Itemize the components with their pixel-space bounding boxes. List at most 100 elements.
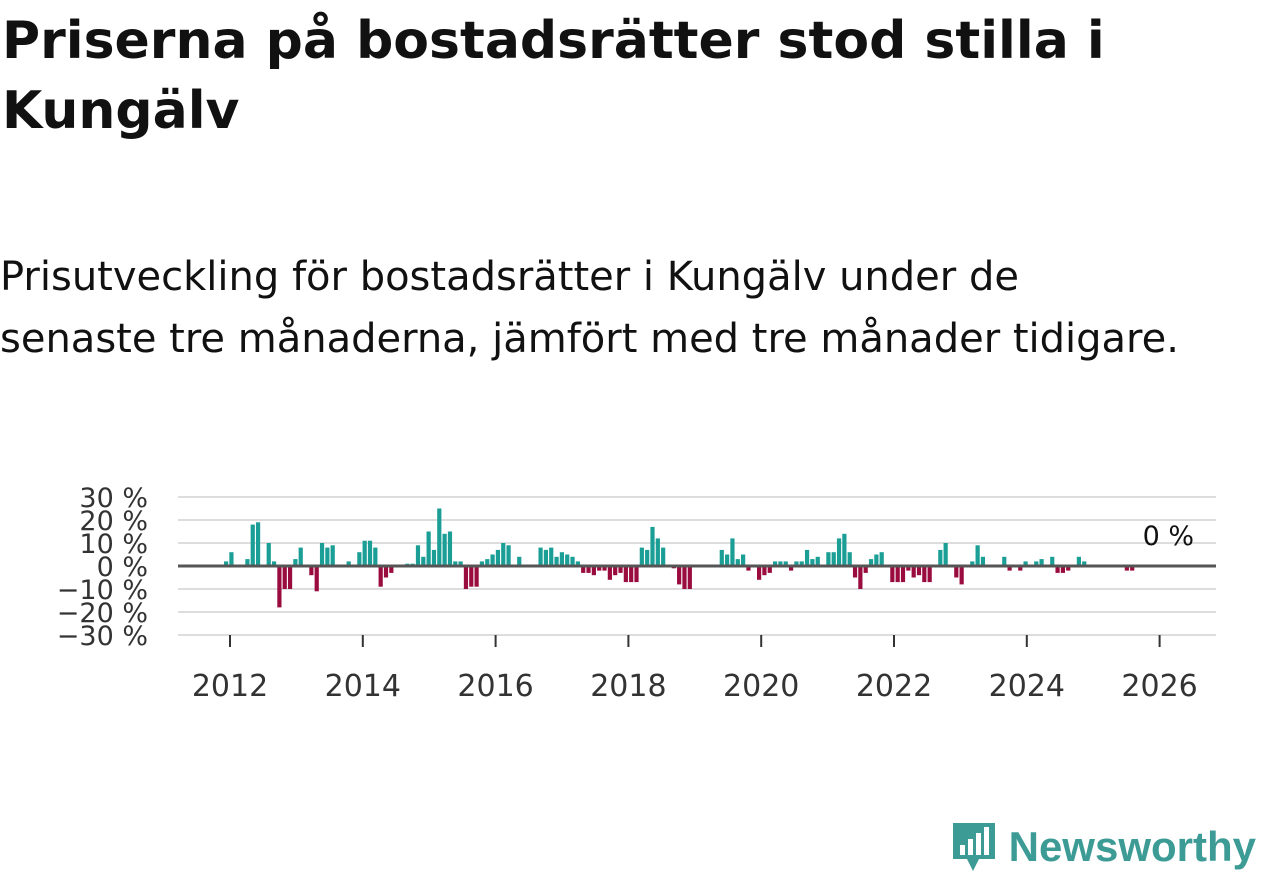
bar xyxy=(474,566,479,587)
bar xyxy=(554,556,559,566)
bar xyxy=(954,566,959,578)
bar xyxy=(469,566,474,587)
last-value-label: 0 % xyxy=(1143,521,1194,552)
bar xyxy=(479,561,485,566)
bar xyxy=(868,559,874,566)
bar xyxy=(602,566,607,571)
bar xyxy=(485,559,490,566)
bar xyxy=(447,531,453,566)
bar xyxy=(266,543,271,566)
x-tick-label: 2018 xyxy=(590,669,666,704)
bar xyxy=(597,566,602,571)
bar xyxy=(517,556,522,566)
bar xyxy=(245,559,250,566)
bar xyxy=(741,554,746,566)
bar xyxy=(298,547,303,566)
bar xyxy=(858,566,863,589)
bar xyxy=(810,559,815,566)
bar xyxy=(1076,556,1081,566)
bar xyxy=(431,549,437,566)
chart-title: Priserna på bostadsrätter stod stilla i … xyxy=(2,11,1105,141)
x-tick-label: 2026 xyxy=(1121,669,1197,704)
bar xyxy=(634,566,639,583)
bar xyxy=(490,554,495,566)
bar-series xyxy=(224,508,1135,608)
bar xyxy=(863,566,868,573)
brand-name: Newsworthy xyxy=(1008,823,1256,870)
y-tick-label: −10 % xyxy=(57,575,148,606)
bar xyxy=(575,561,580,566)
bar xyxy=(250,524,255,566)
bar xyxy=(783,561,788,566)
bar xyxy=(565,554,570,566)
bar xyxy=(767,566,772,573)
bar xyxy=(346,561,351,566)
bar xyxy=(661,547,666,566)
bar xyxy=(927,566,932,583)
bar xyxy=(1050,556,1055,566)
bar xyxy=(282,566,287,589)
bar xyxy=(437,508,442,566)
bar xyxy=(255,522,261,566)
bar xyxy=(922,566,927,583)
bar xyxy=(1055,566,1060,573)
bar xyxy=(794,561,799,566)
bar xyxy=(900,566,906,583)
bar xyxy=(735,559,740,566)
bar xyxy=(943,543,948,566)
bar xyxy=(287,566,293,589)
x-tick-label: 2016 xyxy=(457,669,533,704)
bar xyxy=(1039,559,1044,566)
bar xyxy=(1002,556,1007,566)
y-tick-label: 0 % xyxy=(97,552,148,583)
chart-subtitle: Prisutveckling för bostadsrätter i Kungä… xyxy=(0,254,1179,362)
bar xyxy=(975,545,980,566)
bar xyxy=(623,566,628,583)
bar xyxy=(453,561,458,566)
bar xyxy=(682,566,687,589)
bar xyxy=(389,566,394,573)
bar xyxy=(229,552,234,566)
bar xyxy=(804,549,810,566)
bar xyxy=(415,545,421,566)
bar xyxy=(495,549,501,566)
bar xyxy=(847,552,852,566)
bar xyxy=(367,540,373,566)
y-axis: 30 %20 %10 %0 %−10 %−20 %−30 % xyxy=(57,483,148,652)
bar xyxy=(373,547,378,566)
newsworthy-logo-icon xyxy=(952,823,995,871)
bar xyxy=(906,566,911,571)
bar xyxy=(772,561,778,566)
bar xyxy=(293,559,298,566)
bar xyxy=(501,543,506,566)
bar xyxy=(757,566,762,580)
bar xyxy=(319,543,325,566)
bar xyxy=(831,552,836,566)
bar xyxy=(980,556,986,566)
bar xyxy=(788,566,794,571)
bar xyxy=(1124,566,1129,571)
bar xyxy=(1023,561,1028,566)
bar xyxy=(591,566,596,576)
bar xyxy=(895,566,900,583)
bar xyxy=(378,566,383,587)
bar xyxy=(959,566,964,585)
bar xyxy=(842,533,847,566)
bar xyxy=(719,549,724,566)
bar xyxy=(442,533,447,566)
bar xyxy=(970,561,975,566)
bar xyxy=(357,552,362,566)
bar xyxy=(1082,561,1087,566)
bar xyxy=(581,566,586,573)
bar xyxy=(879,552,884,566)
bar xyxy=(543,549,548,566)
bar xyxy=(629,566,634,583)
bar xyxy=(224,561,229,566)
bar xyxy=(826,552,831,566)
x-tick-label: 2022 xyxy=(856,669,932,704)
x-tick-label: 2014 xyxy=(325,669,401,704)
bar xyxy=(938,549,943,566)
y-tick-label: −20 % xyxy=(57,598,148,629)
bar xyxy=(916,566,922,576)
bar xyxy=(506,545,511,566)
